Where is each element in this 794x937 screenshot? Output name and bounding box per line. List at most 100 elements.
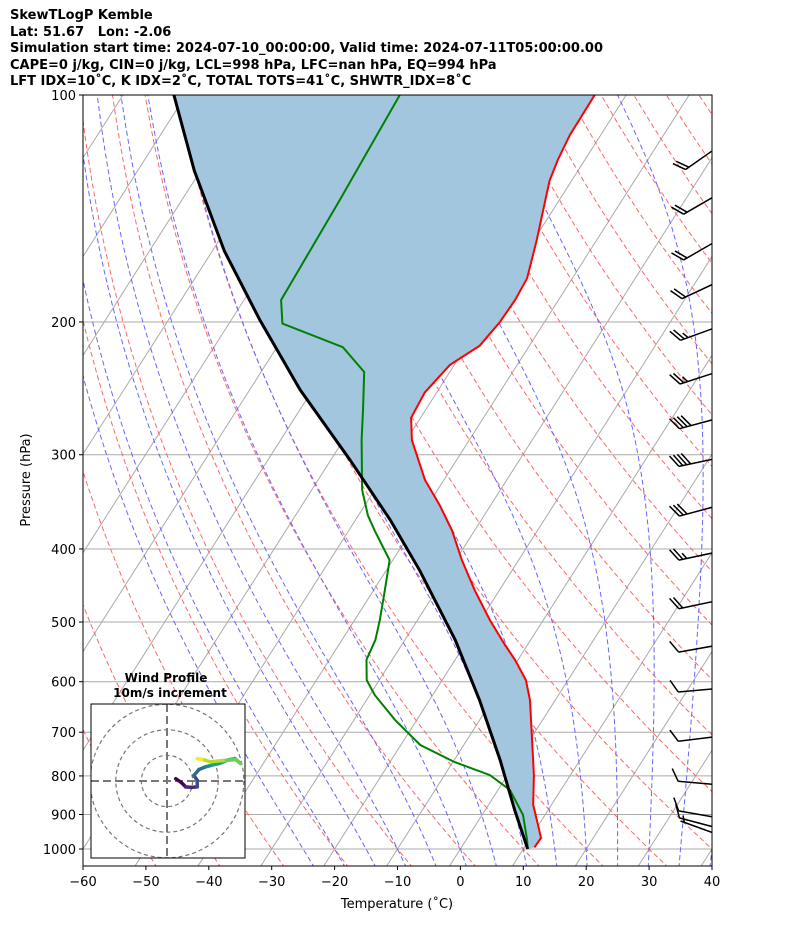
wind-barb (668, 548, 712, 561)
isotherm (0, 78, 71, 868)
y-axis-label: Pressure (hPa) (19, 433, 34, 526)
isotherm (574, 650, 712, 866)
x-tick-label: 0 (456, 875, 464, 890)
wind-barb (673, 797, 712, 818)
x-tick-label: 30 (641, 875, 658, 890)
moist-adiabat (709, 844, 712, 866)
hodograph-segment (208, 758, 226, 764)
dry-adiabat (503, 95, 712, 416)
moist-adiabat (489, 95, 655, 866)
dry-adiabat (698, 95, 712, 116)
isotherm (83, 95, 187, 258)
hodograph-segment (221, 758, 238, 763)
dry-adiabat (83, 469, 285, 866)
wind-barb (671, 196, 712, 215)
hodograph: Wind Profile 10m/s increment (90, 671, 246, 859)
dry-adiabat (83, 603, 221, 866)
wind-barb (670, 283, 712, 300)
dry-adiabat (600, 95, 712, 265)
dry-adiabat (405, 95, 712, 573)
wind-barb (669, 503, 712, 517)
y-tick-label: 800 (51, 770, 76, 785)
cape-cin-shading (173, 95, 595, 849)
moist-adiabat (83, 373, 315, 866)
x-tick-label: −30 (258, 875, 285, 890)
dry-adiabat (340, 95, 712, 681)
y-tick-label: 400 (51, 543, 76, 558)
dry-adiabat (535, 95, 712, 365)
dry-adiabat (177, 95, 604, 866)
wind-barb (668, 597, 712, 610)
wind-barb (671, 242, 712, 261)
hodograph-subtitle: 10m/s increment (113, 686, 227, 700)
wind-barb (680, 815, 712, 834)
dewpoint-line (280, 95, 529, 850)
chart-header: SkewTLogP Kemble Lat: 51.67 Lon: -2.06 S… (10, 8, 603, 91)
x-tick-label: −20 (321, 875, 348, 890)
y-tick-label: 1000 (43, 843, 76, 858)
x-tick-label: −10 (384, 875, 411, 890)
dry-adiabat (83, 318, 349, 866)
dry-adiabat (372, 95, 712, 626)
hodograph-segment (195, 756, 204, 761)
x-axis-label: Temperature (˚C) (340, 896, 453, 912)
y-tick-label: 500 (51, 616, 76, 631)
isotherm (323, 255, 712, 866)
profiles (172, 95, 596, 850)
cape-info: CAPE=0 j/kg, CIN=0 j/kg, LCL=998 hPa, LF… (10, 57, 497, 73)
dry-adiabat (112, 95, 476, 866)
location: Lat: 51.67 Lon: -2.06 (10, 24, 172, 40)
parcel-line (172, 95, 530, 850)
wind-barb (668, 453, 712, 468)
x-tick-label: 10 (515, 875, 532, 890)
isotherm (637, 749, 712, 866)
moist-adiabat (147, 95, 467, 866)
dry-adiabat (633, 95, 712, 215)
y-tick-label: 100 (51, 89, 76, 104)
moist-adiabat (120, 95, 437, 866)
wind-barb (669, 729, 712, 743)
wind-barb (675, 804, 712, 828)
hodograph-title: Wind Profile (125, 671, 208, 685)
x-tick-label: 20 (578, 875, 595, 890)
x-tick-label: −40 (195, 875, 222, 890)
y-tick-label: 300 (51, 449, 76, 464)
times: Simulation start time: 2024-07-10_00:00:… (10, 41, 603, 56)
wind-barb (669, 372, 712, 385)
isotherm (511, 551, 712, 866)
moist-adiabat (83, 277, 346, 866)
y-tick-label: 700 (51, 726, 76, 741)
isotherm (83, 95, 250, 357)
wind-barb (669, 640, 712, 653)
wind-barb (669, 415, 712, 430)
moist-adiabat (83, 150, 376, 866)
isotherm (197, 95, 690, 866)
x-tick-label: 40 (704, 875, 721, 890)
moist-adiabat (392, 95, 619, 866)
dry-adiabat (144, 95, 540, 866)
wind-barb (669, 680, 712, 693)
x-tick-label: −60 (69, 875, 96, 890)
x-tick-label: −50 (132, 875, 159, 890)
wind-barb (671, 768, 712, 785)
dry-adiabat (307, 95, 712, 736)
isotherm (0, 78, 8, 868)
y-tick-label: 900 (51, 808, 76, 823)
hodograph-border (90, 703, 246, 859)
isotherm (700, 848, 712, 866)
y-tick-label: 200 (51, 316, 76, 331)
axes: −60 −50 −40 −30 −20 −10 0 10 20 30 40 100 200 300 400 5… (43, 89, 720, 890)
temperature-line (410, 95, 596, 848)
wind-barbs (668, 150, 712, 834)
wind-barb (672, 150, 712, 171)
moist-adiabat (96, 95, 407, 866)
wind-barb (669, 328, 712, 342)
y-tick-label: 600 (51, 676, 76, 691)
moist-adiabat (178, 95, 497, 866)
dry-adiabat (274, 95, 712, 793)
isotherm (260, 156, 712, 866)
moist-adiabat (617, 95, 704, 866)
title: SkewTLogP Kemble (10, 8, 153, 23)
indices-info: LFT IDX=10˚C, K IDX=2˚C, TOTAL TOTS=41˚C… (10, 74, 472, 89)
